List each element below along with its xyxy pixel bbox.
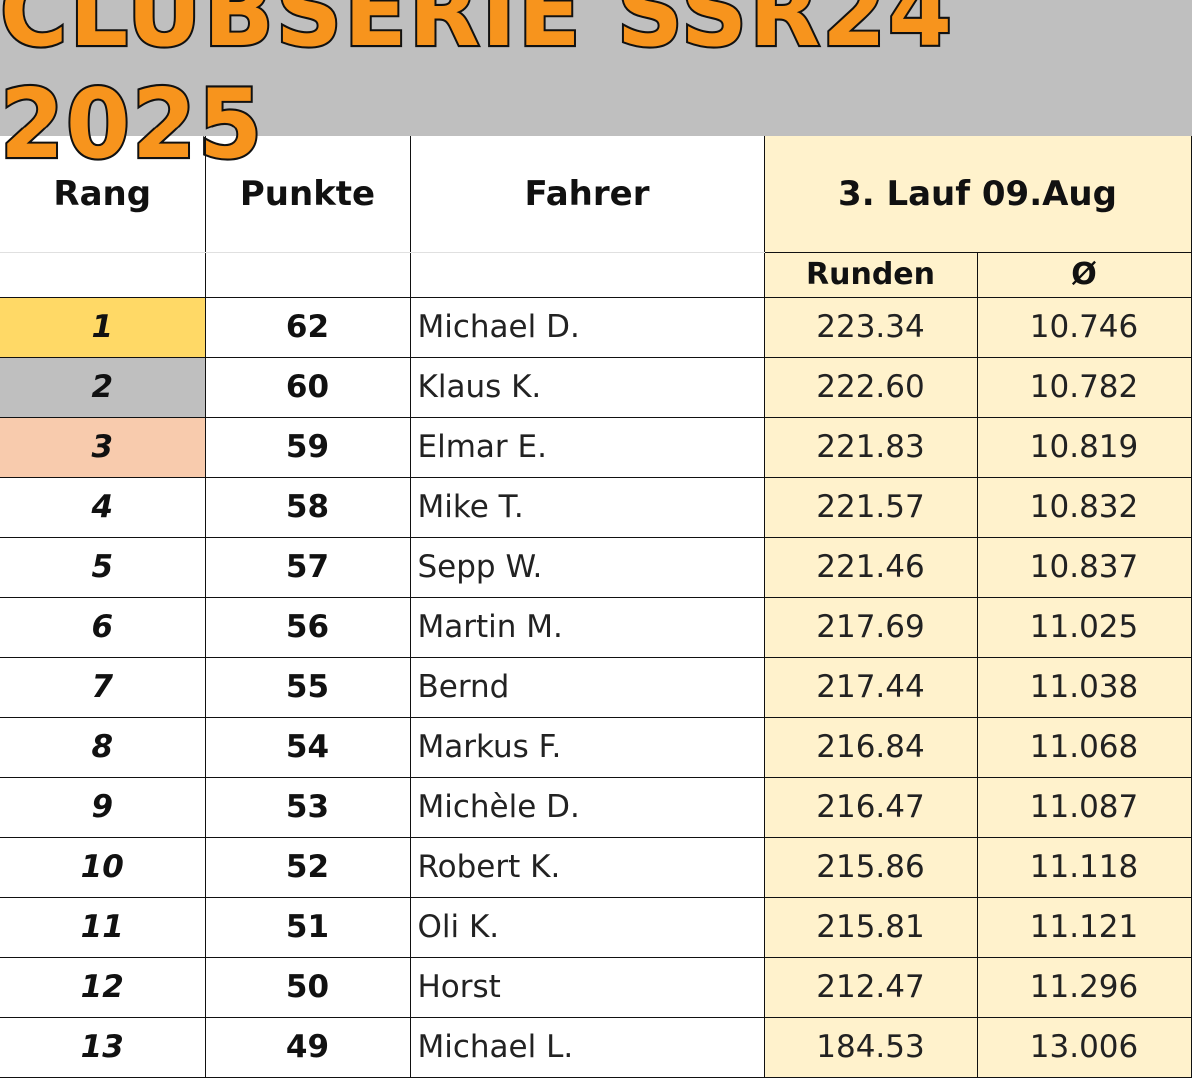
driver-cell: Bernd — [409, 656, 765, 718]
points-cell: 58 — [204, 476, 411, 538]
driver-cell: Markus F. — [409, 716, 765, 778]
points-cell: 53 — [204, 776, 411, 838]
table-row: 5 57 Sepp W. 221.46 10.837 — [0, 536, 1192, 598]
laps-cell: 212.47 — [763, 956, 978, 1018]
average-cell: 10.832 — [976, 476, 1192, 538]
header-runden: Runden — [763, 251, 978, 298]
points-cell: 62 — [204, 296, 411, 358]
points-cell: 56 — [204, 596, 411, 658]
average-cell: 11.038 — [976, 656, 1192, 718]
average-cell: 11.087 — [976, 776, 1192, 838]
laps-cell: 221.46 — [763, 536, 978, 598]
laps-cell: 221.57 — [763, 476, 978, 538]
points-cell: 49 — [204, 1016, 411, 1078]
standings-table: Rang Punkte Fahrer 3. Lauf 09.Aug Runden… — [0, 136, 1192, 1078]
page-title: CLUBSERIE SSR24 2025 — [0, 0, 954, 182]
average-cell: 11.121 — [976, 896, 1192, 958]
laps-cell: 184.53 — [763, 1016, 978, 1078]
rank-cell: 1 — [0, 296, 206, 358]
laps-cell: 217.69 — [763, 596, 978, 658]
header-avg: Ø — [976, 251, 1192, 298]
driver-cell: Horst — [409, 956, 765, 1018]
table-row: 8 54 Markus F. 216.84 11.068 — [0, 716, 1192, 778]
average-cell: 11.296 — [976, 956, 1192, 1018]
laps-cell: 215.86 — [763, 836, 978, 898]
rank-cell: 9 — [0, 776, 206, 838]
header-fahrer: Fahrer — [409, 136, 765, 253]
laps-cell: 223.34 — [763, 296, 978, 358]
driver-cell: Elmar E. — [409, 416, 765, 478]
average-cell: 11.118 — [976, 836, 1192, 898]
table-row: 4 58 Mike T. 221.57 10.832 — [0, 476, 1192, 538]
average-cell: 10.782 — [976, 356, 1192, 418]
header-punkte: Punkte — [204, 136, 411, 253]
points-cell: 59 — [204, 416, 411, 478]
header-rang: Rang — [0, 136, 206, 253]
average-cell: 10.819 — [976, 416, 1192, 478]
rank-cell: 10 — [0, 836, 206, 898]
driver-cell: Michael L. — [409, 1016, 765, 1078]
header-lauf: 3. Lauf 09.Aug — [763, 136, 1192, 253]
points-cell: 52 — [204, 836, 411, 898]
rank-cell: 5 — [0, 536, 206, 598]
driver-cell: Sepp W. — [409, 536, 765, 598]
table-row: 13 49 Michael L. 184.53 13.006 — [0, 1016, 1192, 1078]
laps-cell: 216.84 — [763, 716, 978, 778]
average-cell: 11.025 — [976, 596, 1192, 658]
subheader-empty — [0, 251, 206, 298]
table-row: 10 52 Robert K. 215.86 11.118 — [0, 836, 1192, 898]
points-cell: 60 — [204, 356, 411, 418]
laps-cell: 222.60 — [763, 356, 978, 418]
laps-cell: 216.47 — [763, 776, 978, 838]
subheader-empty — [409, 251, 765, 298]
rank-cell: 8 — [0, 716, 206, 778]
rank-cell: 7 — [0, 656, 206, 718]
table-row: 6 56 Martin M. 217.69 11.025 — [0, 596, 1192, 658]
table-row: 3 59 Elmar E. 221.83 10.819 — [0, 416, 1192, 478]
driver-cell: Martin M. — [409, 596, 765, 658]
driver-cell: Mike T. — [409, 476, 765, 538]
laps-cell: 221.83 — [763, 416, 978, 478]
points-cell: 57 — [204, 536, 411, 598]
driver-cell: Oli K. — [409, 896, 765, 958]
average-cell: 11.068 — [976, 716, 1192, 778]
subheader-empty — [204, 251, 411, 298]
rank-cell: 3 — [0, 416, 206, 478]
table-row: 9 53 Michèle D. 216.47 11.087 — [0, 776, 1192, 838]
subheader-row: Runden Ø — [0, 251, 1192, 298]
rank-cell: 4 — [0, 476, 206, 538]
rank-cell: 6 — [0, 596, 206, 658]
points-cell: 55 — [204, 656, 411, 718]
driver-cell: Klaus K. — [409, 356, 765, 418]
average-cell: 13.006 — [976, 1016, 1192, 1078]
table-row: 7 55 Bernd 217.44 11.038 — [0, 656, 1192, 718]
table-row: 1 62 Michael D. 223.34 10.746 — [0, 296, 1192, 358]
header-row: Rang Punkte Fahrer 3. Lauf 09.Aug — [0, 136, 1192, 253]
driver-cell: Michael D. — [409, 296, 765, 358]
rank-cell: 11 — [0, 896, 206, 958]
table-row: 11 51 Oli K. 215.81 11.121 — [0, 896, 1192, 958]
driver-cell: Robert K. — [409, 836, 765, 898]
rank-cell: 2 — [0, 356, 206, 418]
title-banner: CLUBSERIE SSR24 2025 — [0, 0, 1192, 182]
points-cell: 54 — [204, 716, 411, 778]
rank-cell: 13 — [0, 1016, 206, 1078]
laps-cell: 215.81 — [763, 896, 978, 958]
table-row: 12 50 Horst 212.47 11.296 — [0, 956, 1192, 1018]
average-cell: 10.746 — [976, 296, 1192, 358]
driver-cell: Michèle D. — [409, 776, 765, 838]
points-cell: 50 — [204, 956, 411, 1018]
table-row: 2 60 Klaus K. 222.60 10.782 — [0, 356, 1192, 418]
rank-cell: 12 — [0, 956, 206, 1018]
average-cell: 10.837 — [976, 536, 1192, 598]
points-cell: 51 — [204, 896, 411, 958]
laps-cell: 217.44 — [763, 656, 978, 718]
